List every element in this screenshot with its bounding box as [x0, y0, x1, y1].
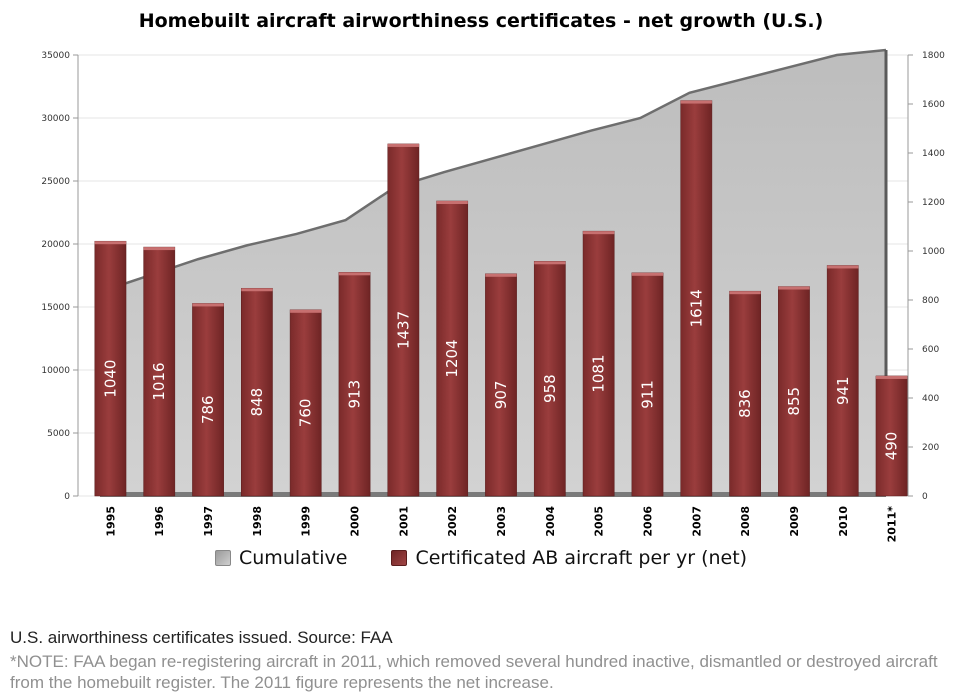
bars: 1040 1016 786 848 760 913 1437 1204 907 958 1081 91… — [94, 100, 908, 497]
bar-cap — [485, 273, 517, 277]
category-label: 2006 — [641, 506, 654, 537]
footer-note: *NOTE: FAA began re-registering aircraft… — [10, 652, 938, 692]
left-tick-label: 5000 — [47, 429, 70, 439]
bar-cap — [290, 309, 322, 313]
bar-cap — [436, 201, 468, 205]
bar — [875, 375, 908, 497]
category-label: 2001 — [397, 506, 410, 537]
bar-cap — [729, 291, 761, 295]
bar — [631, 272, 664, 497]
bar-value-label: 1614 — [687, 289, 705, 327]
bar — [680, 100, 713, 497]
category-label: 1998 — [251, 506, 264, 537]
bar-value-label: 941 — [834, 376, 852, 405]
legend: Cumulative Certificated AB aircraft per … — [215, 544, 791, 572]
bar-value-label: 1437 — [394, 311, 412, 349]
right-tick-label: 1400 — [922, 149, 945, 159]
bar-value-label: 911 — [638, 380, 656, 409]
bar-cap — [192, 303, 224, 307]
bar — [241, 287, 273, 497]
axes: 0500010000150002000025000300003500002004… — [41, 51, 945, 542]
right-tick-label: 800 — [922, 296, 939, 306]
bar — [387, 143, 420, 497]
bar — [338, 272, 371, 497]
bar-value-label: 907 — [492, 381, 510, 410]
left-tick-label: 20000 — [41, 240, 70, 250]
bar-value-label: 913 — [346, 380, 364, 409]
bar-value-label: 1016 — [150, 362, 168, 400]
left-tick-label: 25000 — [41, 177, 70, 187]
left-tick-label: 0 — [64, 492, 70, 502]
bar — [289, 309, 322, 497]
category-label: 2008 — [739, 506, 752, 537]
legend-item-cumulative: Cumulative — [215, 547, 347, 569]
right-tick-label: 200 — [922, 443, 939, 453]
bar — [533, 261, 566, 497]
legend-label-bars: Certificated AB aircraft per yr (net) — [415, 547, 748, 569]
bar-cap — [143, 247, 175, 251]
right-tick-label: 0 — [922, 492, 928, 502]
legend-item-bars: Certificated AB aircraft per yr (net) — [391, 547, 747, 569]
category-label: 2007 — [690, 506, 703, 537]
footer-source: U.S. airworthiness certificates issued. … — [10, 628, 393, 647]
category-label: 2003 — [495, 506, 508, 537]
bar-cap — [387, 143, 419, 147]
cumulative-area-edge — [99, 48, 887, 294]
bar-value-label: 1081 — [590, 354, 608, 392]
right-tick-label: 1000 — [922, 247, 945, 257]
category-label: 1999 — [300, 506, 313, 537]
right-tick-label: 1600 — [922, 100, 945, 110]
left-tick-label: 30000 — [41, 114, 70, 124]
bar — [485, 273, 517, 497]
bar — [94, 240, 127, 497]
bar-cap — [583, 231, 615, 235]
bar-value-label: 848 — [248, 388, 266, 417]
right-tick-label: 1200 — [922, 198, 945, 208]
bar-value-label: 786 — [199, 395, 217, 424]
category-label: 1995 — [104, 506, 117, 537]
category-label: 2004 — [544, 506, 557, 537]
left-tick-label: 15000 — [41, 303, 70, 313]
right-tick-label: 1800 — [922, 51, 945, 61]
bar-cap — [680, 100, 712, 104]
left-tick-label: 35000 — [41, 51, 70, 61]
bar-cap — [534, 261, 566, 265]
bar-value-label: 490 — [883, 432, 901, 461]
legend-swatch-bars — [391, 550, 408, 566]
bar-cap — [875, 375, 908, 379]
bar-cap — [94, 241, 127, 245]
legend-swatch-cumulative — [215, 550, 231, 566]
bar — [729, 290, 761, 497]
category-label: 2000 — [349, 506, 362, 537]
left-tick-label: 10000 — [41, 366, 70, 376]
bar-cap — [631, 272, 664, 276]
bar-cap — [778, 286, 810, 290]
bar-cap — [338, 272, 371, 276]
bar — [826, 265, 859, 497]
chart-title: Homebuilt aircraft airworthiness certifi… — [138, 10, 824, 32]
category-label: 2010 — [837, 506, 850, 537]
bar — [436, 200, 469, 497]
category-label: 2011* — [886, 506, 899, 543]
bar-value-label: 1204 — [443, 339, 461, 377]
category-label: 2009 — [788, 506, 801, 537]
legend-label-cumulative: Cumulative — [239, 547, 348, 569]
category-label: 1997 — [202, 506, 215, 537]
right-tick-label: 600 — [922, 345, 939, 355]
bar-value-label: 760 — [297, 399, 315, 428]
bar-value-label: 836 — [736, 389, 754, 418]
bar — [192, 303, 224, 497]
right-tick-label: 400 — [922, 394, 939, 404]
bar-value-label: 958 — [541, 374, 559, 403]
bar-value-label: 855 — [785, 387, 803, 416]
category-label: 1996 — [153, 506, 166, 537]
bar — [778, 286, 810, 497]
category-label: 2002 — [446, 506, 459, 537]
bar-cap — [827, 265, 859, 269]
bar — [582, 230, 615, 497]
bar-cap — [241, 288, 273, 292]
bar-value-label: 1040 — [101, 360, 119, 398]
category-label: 2005 — [593, 506, 606, 537]
